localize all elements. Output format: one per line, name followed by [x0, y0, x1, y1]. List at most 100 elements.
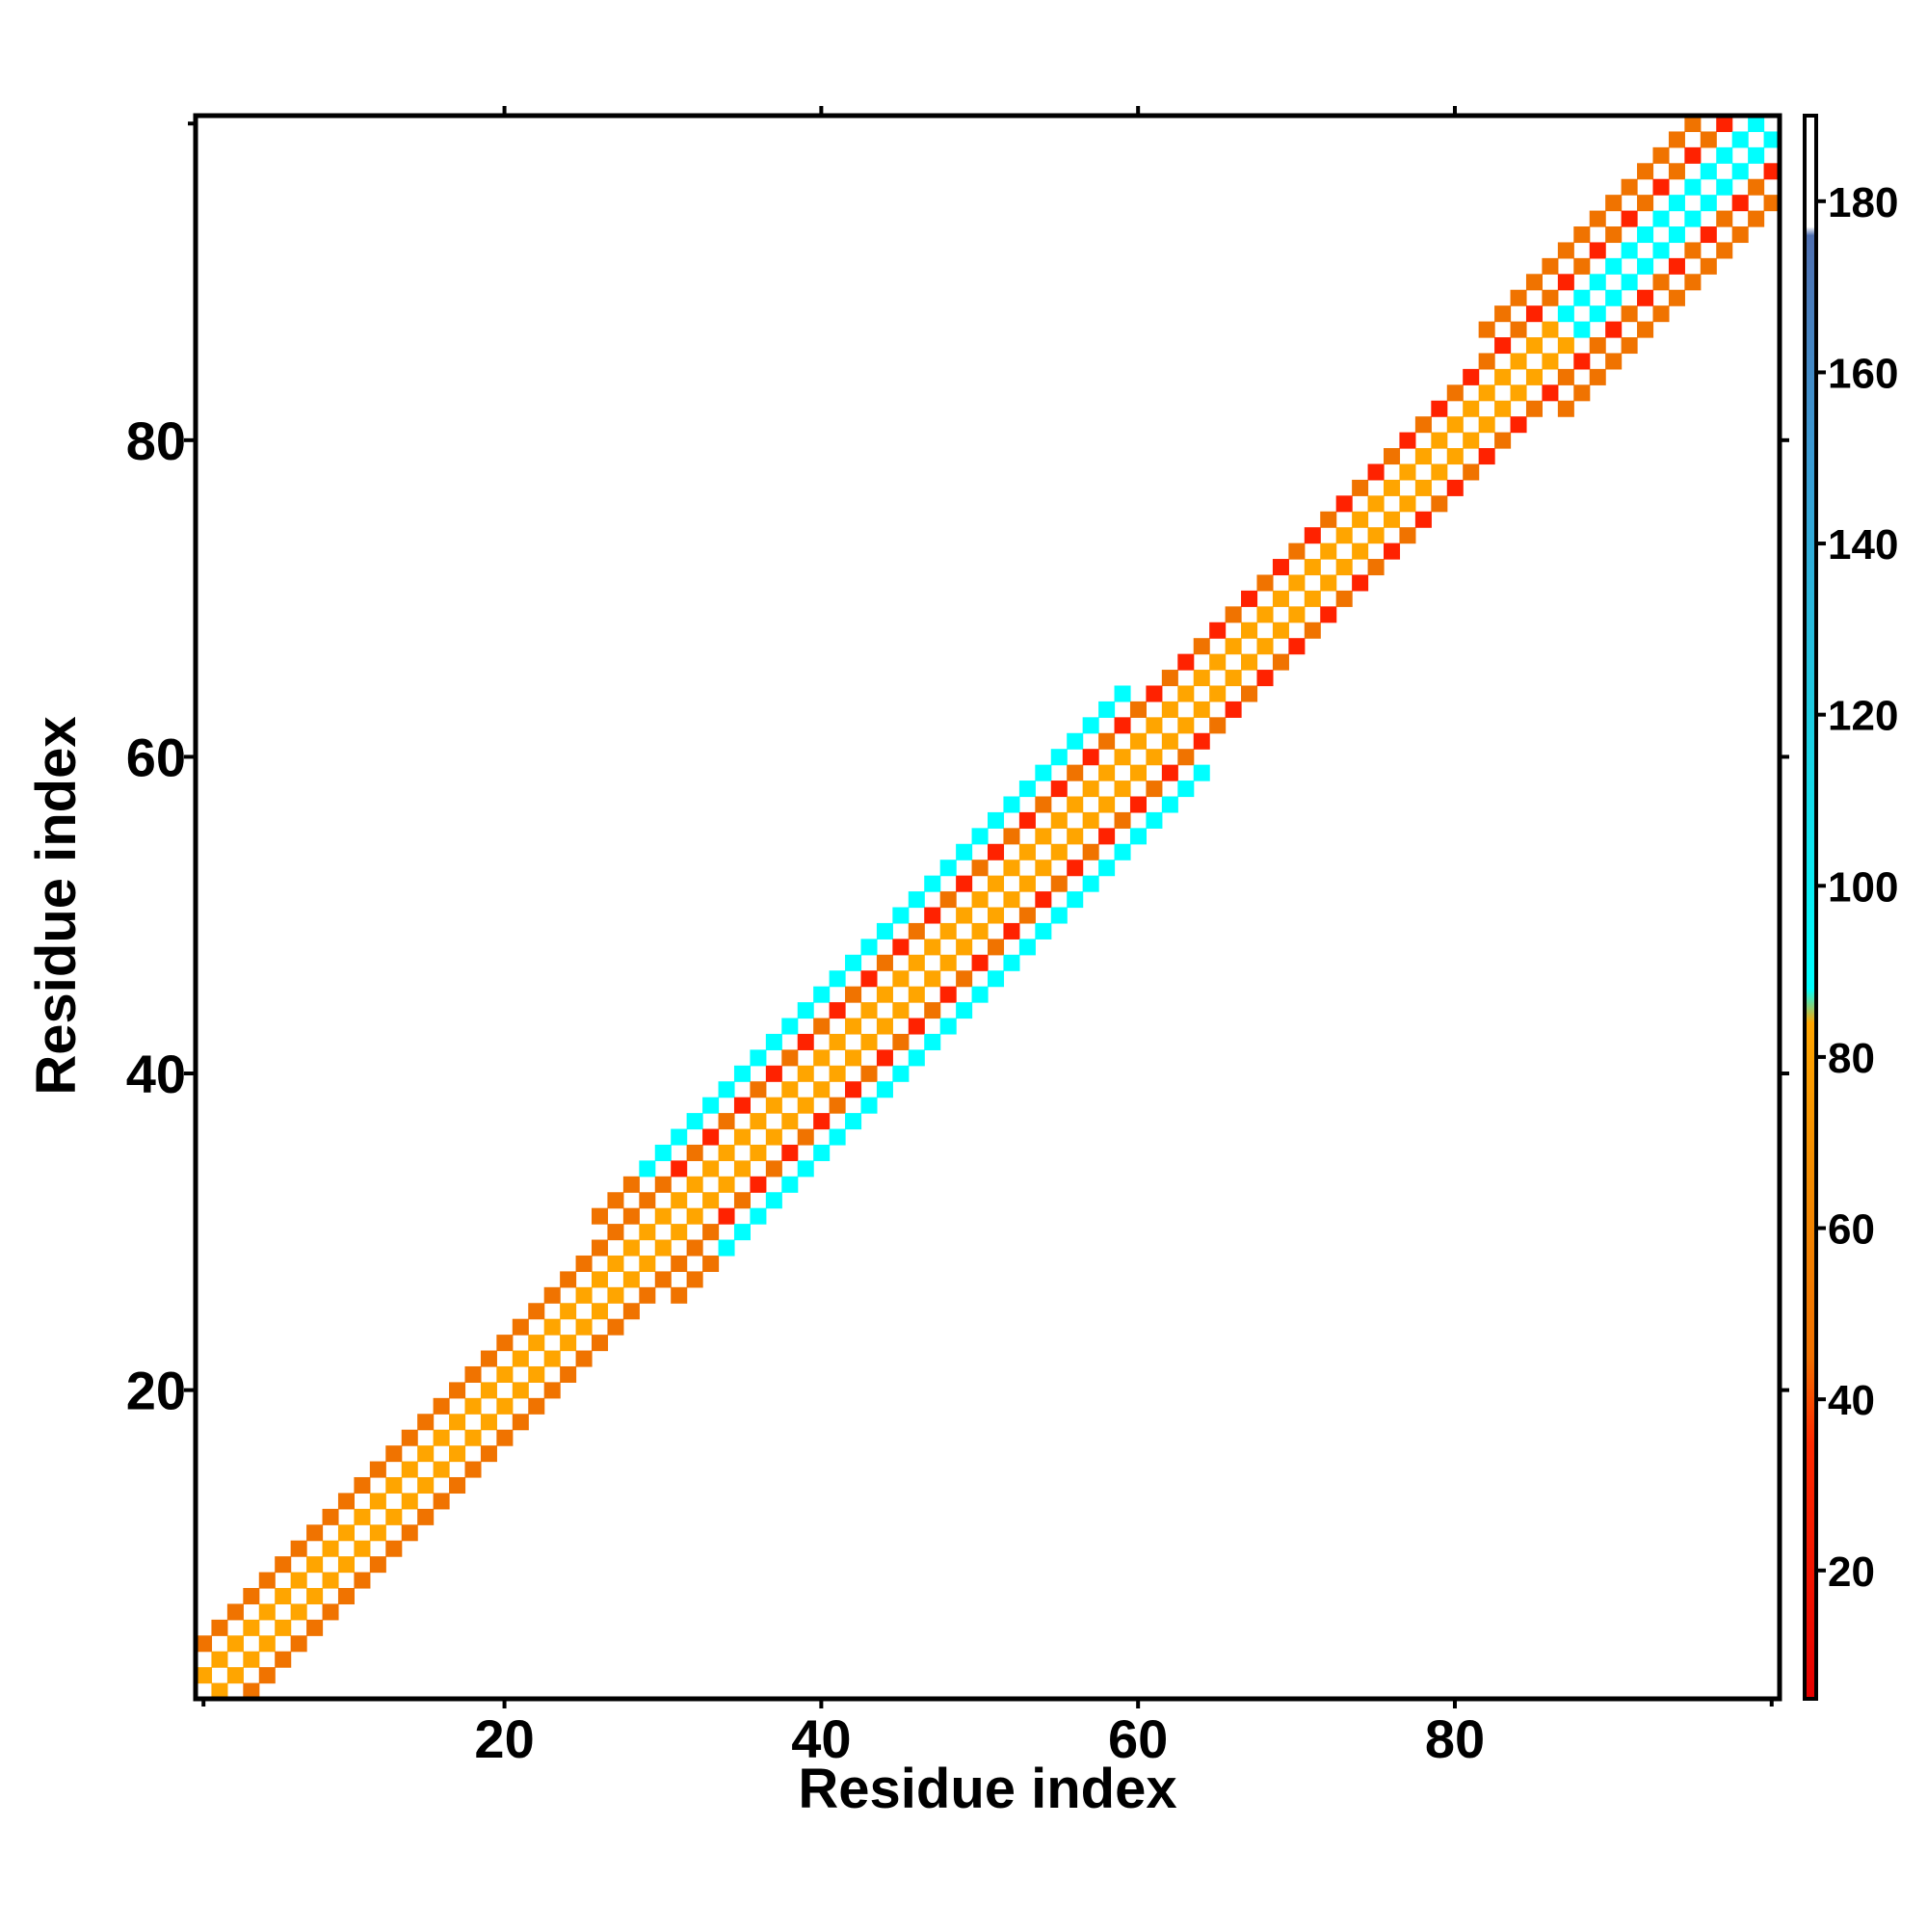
heatmap-cell — [956, 907, 973, 924]
heatmap-cell — [639, 1255, 656, 1272]
heatmap-cell — [1003, 891, 1020, 909]
heatmap-cell — [1193, 764, 1210, 781]
heatmap-cell — [575, 1255, 593, 1272]
x-tick-label: 80 — [1425, 1708, 1485, 1769]
heatmap-cell — [1209, 717, 1227, 734]
heatmap-cell — [702, 1160, 720, 1178]
heatmap-cell — [1557, 400, 1574, 417]
heatmap-cell — [671, 1192, 688, 1209]
heatmap-cell — [924, 970, 941, 988]
heatmap-cell — [196, 1635, 213, 1653]
heatmap-cell — [939, 1018, 957, 1035]
heatmap-cell — [1098, 701, 1116, 718]
x-tick-label: 20 — [474, 1708, 534, 1769]
heatmap-cell — [1114, 811, 1131, 829]
heatmap-cell — [211, 1682, 228, 1700]
heatmap-cell — [1288, 606, 1306, 623]
heatmap-cell — [1082, 811, 1099, 829]
heatmap-cell — [1605, 195, 1623, 212]
heatmap-cell — [1684, 242, 1702, 259]
heatmap-cell — [733, 1128, 751, 1146]
heatmap-cell — [765, 1192, 782, 1209]
heatmap-cell — [1320, 606, 1337, 623]
heatmap-cell — [1384, 448, 1401, 465]
heatmap-cell — [1525, 368, 1543, 385]
heatmap-cell — [1304, 590, 1321, 607]
heatmap-cell — [1637, 163, 1654, 180]
heatmap-cell — [1652, 274, 1670, 291]
heatmap-cell — [433, 1429, 450, 1446]
heatmap-cell — [1668, 195, 1685, 212]
heatmap-cell — [449, 1414, 466, 1431]
heatmap-cell — [829, 1128, 846, 1146]
heatmap-cell — [1114, 843, 1131, 860]
heatmap-cell — [1446, 416, 1464, 434]
heatmap-cell — [718, 1113, 735, 1130]
heatmap-cell — [781, 1049, 799, 1067]
heatmap-cell — [1525, 337, 1543, 355]
heatmap-cell — [1637, 257, 1654, 275]
heatmap-cell — [1129, 701, 1147, 718]
heatmap-cell — [290, 1540, 307, 1557]
heatmap-cell — [1557, 305, 1574, 323]
heatmap-cell — [464, 1365, 482, 1383]
heatmap-cell — [781, 1018, 799, 1035]
heatmap-cell — [1700, 257, 1717, 275]
heatmap-cell — [1003, 860, 1020, 877]
heatmap-cell — [1272, 622, 1289, 639]
heatmap-cell — [639, 1286, 656, 1304]
heatmap-cell — [1067, 764, 1084, 781]
heatmap-cell — [1605, 321, 1623, 338]
heatmap-cell — [702, 1224, 720, 1241]
heatmap-cell — [845, 954, 862, 971]
heatmap-cell — [1700, 195, 1717, 212]
heatmap-cell — [1525, 274, 1543, 291]
heatmap-cell — [496, 1335, 514, 1352]
heatmap-cell — [733, 1224, 751, 1241]
heatmap-cell — [607, 1224, 624, 1241]
heatmap-cell — [1018, 875, 1036, 892]
heatmap-cell — [1542, 321, 1559, 338]
heatmap-cell — [417, 1414, 435, 1431]
heatmap-cell — [1352, 511, 1369, 528]
heatmap-cell — [750, 1113, 767, 1130]
heatmap-cell — [908, 922, 925, 940]
heatmap-cell — [892, 907, 910, 924]
colorbar-gradient — [1805, 116, 1816, 1699]
heatmap-cell — [956, 1002, 973, 1019]
heatmap-cell — [258, 1572, 276, 1589]
heatmap-cell — [1731, 163, 1749, 180]
heatmap-cell — [971, 828, 989, 845]
heatmap-cell — [971, 891, 989, 909]
heatmap-cell — [512, 1318, 529, 1336]
heatmap-cell — [528, 1397, 545, 1415]
heatmap-cell — [337, 1524, 355, 1542]
heatmap-cell — [1320, 574, 1337, 592]
heatmap-cell — [401, 1493, 418, 1510]
heatmap-cell — [1146, 717, 1163, 734]
heatmap-cell — [1431, 495, 1448, 513]
heatmap-cell — [797, 1128, 814, 1146]
heatmap-cell — [258, 1603, 276, 1621]
heatmap-cell — [1763, 131, 1781, 148]
heatmap-cell — [196, 1667, 213, 1684]
heatmap-cell — [1589, 210, 1606, 227]
heatmap-cell — [258, 1667, 276, 1684]
heatmap-cell — [1637, 289, 1654, 306]
heatmap-cell — [1256, 606, 1274, 623]
heatmap-cell — [718, 1144, 735, 1161]
heatmap-cell — [733, 1097, 751, 1114]
heatmap-cell — [1557, 337, 1574, 355]
heatmap-cell — [306, 1556, 324, 1574]
heatmap-cell — [1446, 384, 1464, 402]
heatmap-cell — [639, 1160, 656, 1178]
heatmap-cell — [560, 1365, 577, 1383]
heatmap-cell — [1621, 274, 1638, 291]
y-tick-label: 80 — [126, 410, 186, 471]
heatmap-cell — [1463, 400, 1480, 417]
heatmap-cell — [622, 1303, 640, 1320]
heatmap-cell — [1399, 495, 1416, 513]
heatmap-cell — [1050, 843, 1068, 860]
heatmap-cell — [290, 1603, 307, 1621]
colorbar-tick-label: 180 — [1828, 179, 1898, 226]
